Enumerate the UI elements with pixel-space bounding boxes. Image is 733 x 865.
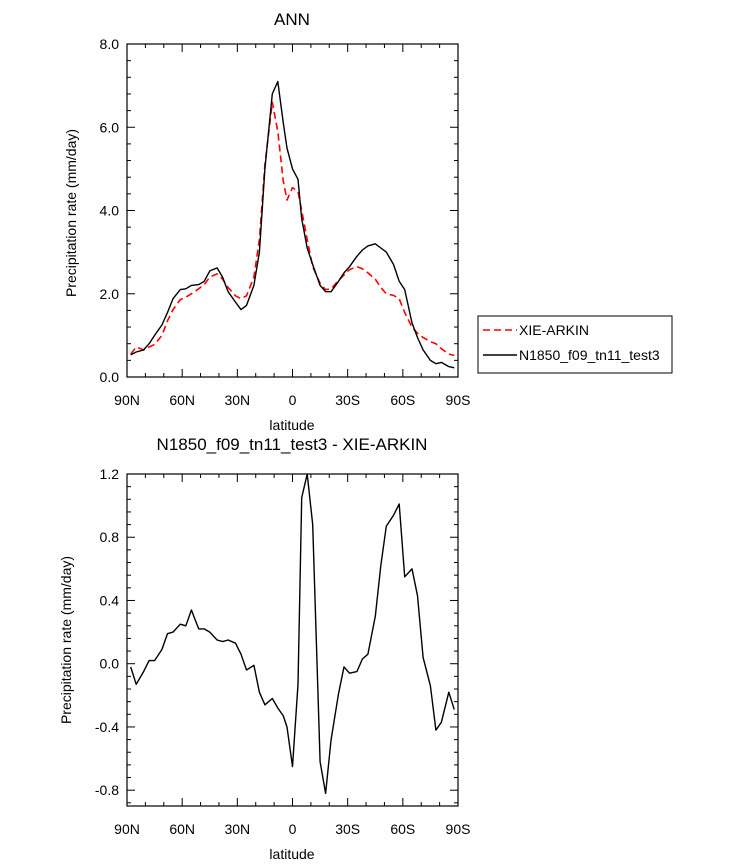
bottom-chart-panel: 90N 60N 30N 0 30S 60S 90S -0.8 -0.4 0.0 0.4 0.8 1.2 (95, 466, 471, 837)
top-x-tick-label: 30S (335, 392, 360, 408)
bottom-x-tick-label: 0 (289, 821, 297, 837)
top-chart-panel: 90N 60N 30N 0 30S 60S 90S 0.0 2.0 4.0 6.0 8.0 (100, 36, 471, 408)
bottom-y-tick-label: 0.4 (100, 592, 120, 608)
top-y-tick-label: 4.0 (100, 203, 120, 219)
top-series-line-1 (130, 80, 455, 369)
top-x-tick-label: 60S (390, 392, 415, 408)
top-x-tick-label: 60N (169, 392, 195, 408)
bottom-series-line-0 (130, 473, 455, 795)
bottom-x-tick-label: 30S (335, 821, 360, 837)
top-chart-title: ANN (274, 10, 310, 29)
bottom-x-tick-label: 90N (114, 821, 140, 837)
bottom-y-axis-label: Precipitation rate (mm/day) (58, 556, 74, 724)
top-x-tick-label: 90S (446, 392, 471, 408)
top-x-tick-label: 90N (114, 392, 140, 408)
bottom-y-tick-label: 1.2 (100, 466, 120, 482)
bottom-y-tick-label: -0.4 (95, 719, 119, 735)
top-x-tick-label: 0 (289, 392, 297, 408)
top-x-axis-label: latitude (269, 417, 314, 433)
legend-box (477, 315, 673, 374)
top-y-tick-label: 6.0 (100, 119, 120, 135)
bottom-x-tick-label: 60N (169, 821, 195, 837)
top-plot-frame (126, 43, 459, 378)
bottom-x-tick-label: 30N (224, 821, 250, 837)
bottom-y-tick-label: -0.8 (95, 782, 119, 798)
top-y-tick-label: 2.0 (100, 286, 120, 302)
bottom-y-tick-label: 0.8 (100, 529, 120, 545)
legend-label-model: N1850_f09_tn11_test3 (519, 347, 660, 363)
legend-label-xie-arkin: XIE-ARKIN (519, 322, 589, 338)
top-y-axis-label: Precipitation rate (mm/day) (63, 129, 79, 297)
bottom-x-tick-label: 90S (446, 821, 471, 837)
bottom-x-axis-label: latitude (269, 846, 314, 862)
top-x-tick-label: 30N (224, 392, 250, 408)
bottom-y-tick-label: 0.0 (100, 656, 120, 672)
top-series-line-0 (130, 101, 455, 357)
chart-legend: XIE-ARKIN N1850_f09_tn11_test3 (477, 315, 673, 374)
top-y-tick-label: 0.0 (100, 369, 120, 385)
bottom-x-tick-label: 60S (390, 821, 415, 837)
top-y-tick-label: 8.0 (100, 36, 120, 52)
bottom-chart-title: N1850_f09_tn11_test3 - XIE-ARKIN (157, 435, 428, 454)
